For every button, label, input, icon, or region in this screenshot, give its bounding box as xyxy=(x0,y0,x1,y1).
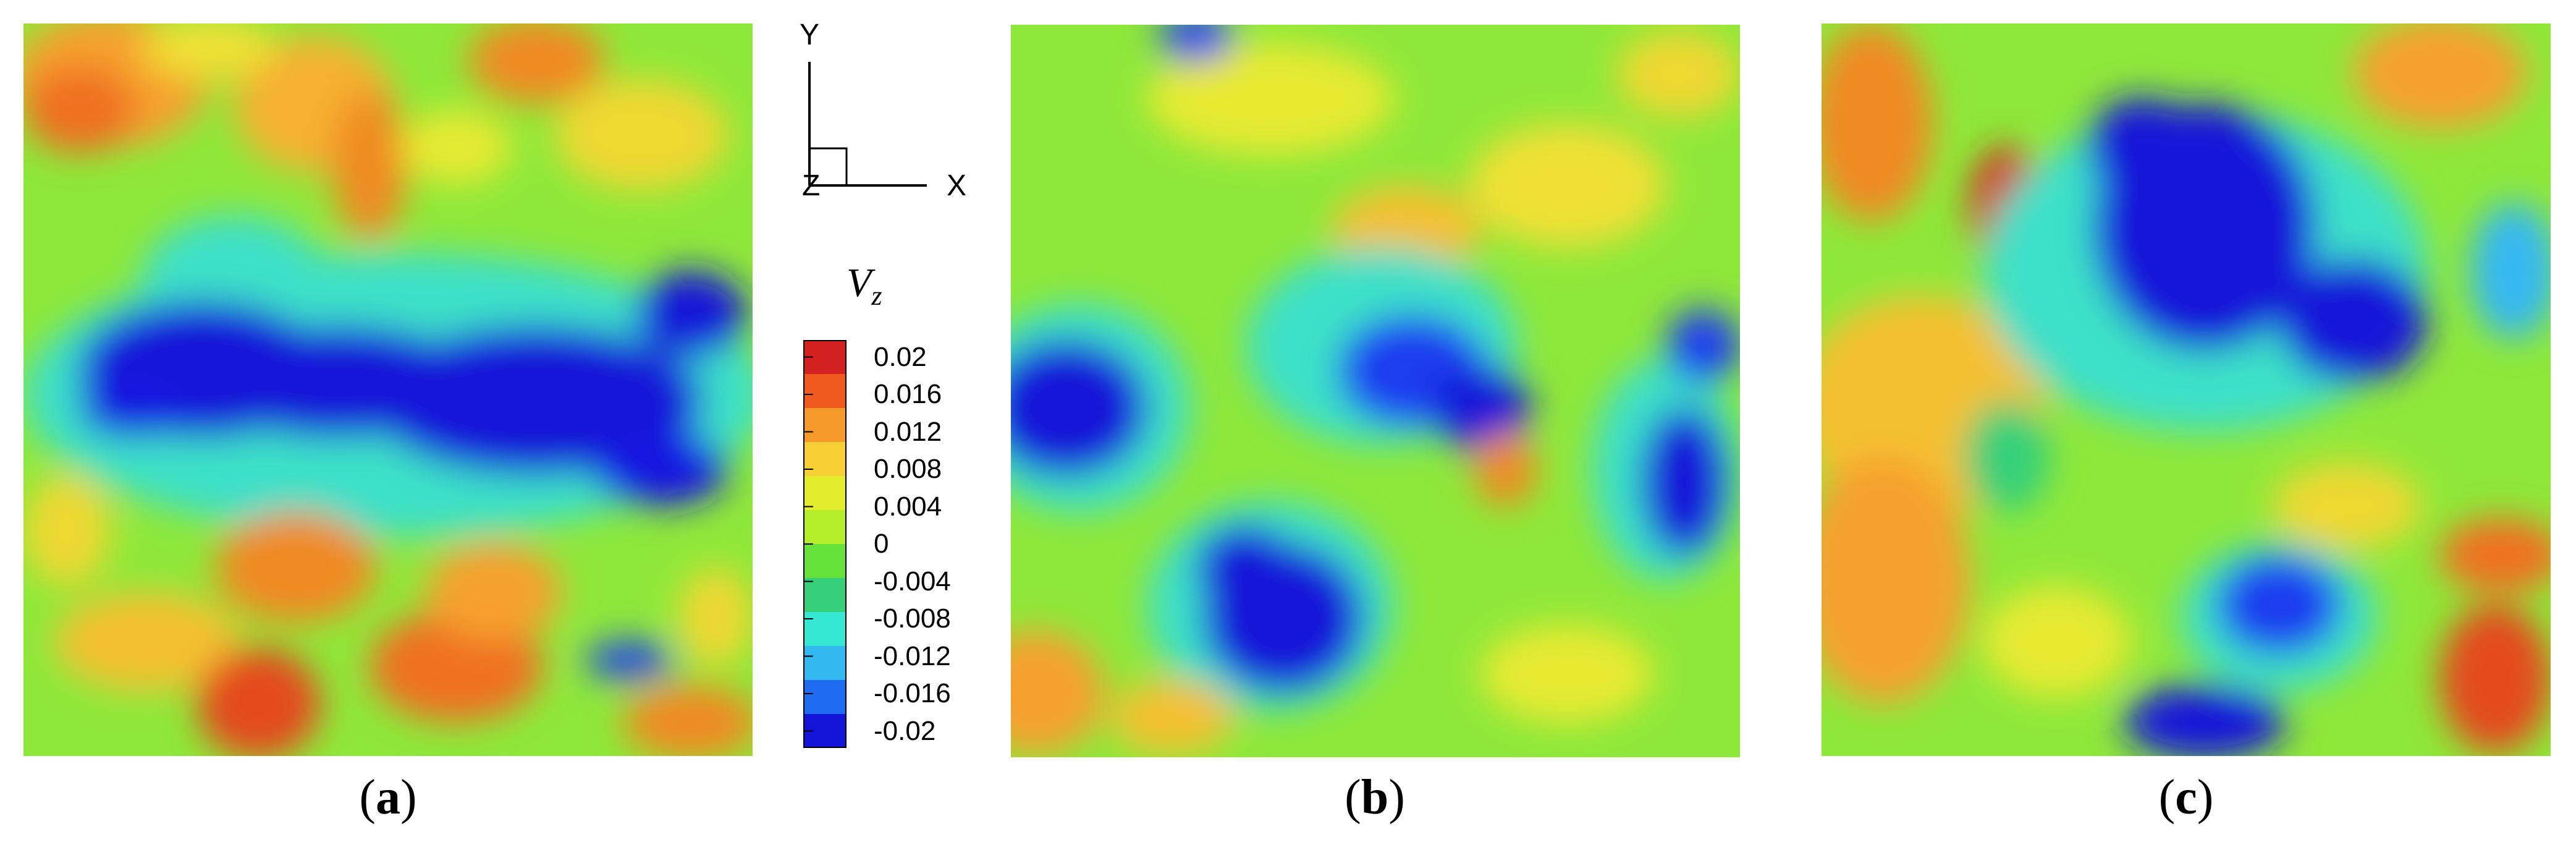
legend-label: -0.02 xyxy=(874,715,936,746)
legend-swatch xyxy=(803,374,847,409)
legend-label: -0.012 xyxy=(874,640,951,671)
legend-colorbar xyxy=(803,340,847,748)
legend-label: -0.004 xyxy=(874,566,951,597)
legend-swatch xyxy=(803,680,847,715)
legend-label: -0.008 xyxy=(874,603,951,634)
caption-c: (c) xyxy=(2158,770,2214,825)
legend-swatch xyxy=(803,578,847,613)
legend-swatch xyxy=(803,612,847,647)
contour-panel-c xyxy=(1822,23,2551,756)
legend-label: 0.016 xyxy=(874,379,942,409)
axis-triad: Y X Z xyxy=(800,19,966,202)
axis-y-label: Y xyxy=(800,19,819,51)
legend-label: 0 xyxy=(874,529,889,559)
legend-swatch xyxy=(803,476,847,511)
axis-z-label: Z xyxy=(802,169,820,202)
legend-label: 0.004 xyxy=(874,491,942,522)
contour-panel-a xyxy=(23,23,753,756)
legend-label: 0.008 xyxy=(874,454,942,484)
contour-panel-b xyxy=(1011,25,1740,757)
legend-swatch xyxy=(803,408,847,443)
legend-swatch xyxy=(803,544,847,579)
legend-label: -0.016 xyxy=(874,678,951,708)
legend-swatch xyxy=(803,442,847,477)
legend-swatch xyxy=(803,510,847,545)
caption-b: (b) xyxy=(1345,770,1405,825)
axis-x-label: X xyxy=(947,169,966,202)
caption-a: (a) xyxy=(359,770,417,825)
legend-swatch xyxy=(803,646,847,681)
legend-label: 0.012 xyxy=(874,416,942,447)
legend-label: 0.02 xyxy=(874,341,927,372)
color-legend: Vz 0.02 0.016 0.012 0.008 0.004 0 -0.004 -0.008… xyxy=(797,260,995,754)
legend-title: Vz xyxy=(847,260,882,312)
